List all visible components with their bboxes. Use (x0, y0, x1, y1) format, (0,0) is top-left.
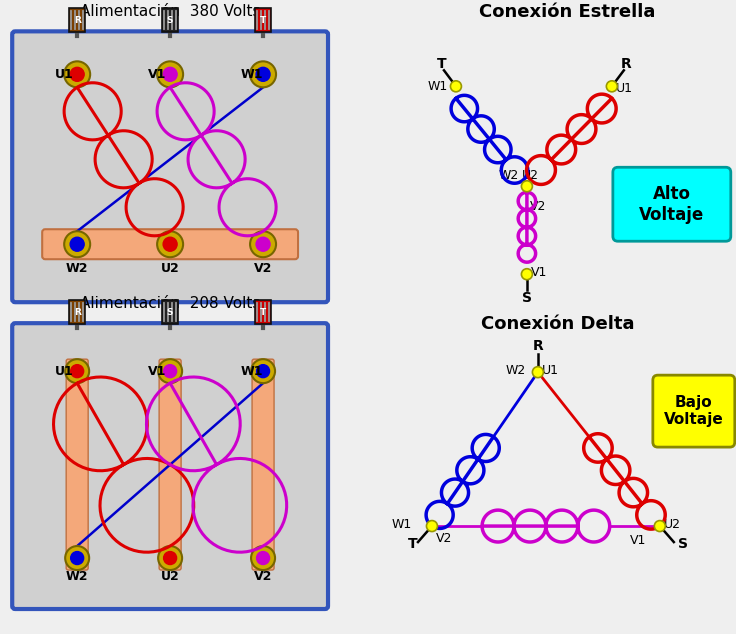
Circle shape (64, 231, 91, 257)
Circle shape (157, 231, 183, 257)
Circle shape (251, 359, 275, 383)
Circle shape (257, 552, 269, 564)
Circle shape (654, 521, 665, 531)
Text: U2: U2 (160, 570, 180, 583)
Text: Bajo
Voltaje: Bajo Voltaje (664, 395, 723, 427)
Text: Alimentación  208 Volts: Alimentación 208 Volts (80, 296, 261, 311)
Text: Conexión Estrella: Conexión Estrella (478, 3, 655, 22)
Circle shape (70, 237, 84, 251)
Text: U1: U1 (542, 364, 559, 377)
FancyBboxPatch shape (159, 359, 181, 570)
Text: Alimentación  380 Volts: Alimentación 380 Volts (80, 4, 261, 20)
Text: S: S (167, 16, 174, 25)
Text: T: T (437, 57, 447, 72)
Text: W2: W2 (499, 169, 519, 182)
Text: V1: V1 (531, 266, 548, 279)
Circle shape (606, 81, 618, 92)
Text: R: R (620, 57, 631, 72)
Text: T: T (260, 307, 266, 317)
FancyBboxPatch shape (653, 375, 735, 447)
Text: U2: U2 (160, 262, 180, 275)
Text: Alto
Voltaje: Alto Voltaje (639, 185, 704, 224)
Circle shape (71, 552, 84, 564)
Text: U1: U1 (55, 68, 74, 81)
Text: S: S (522, 291, 532, 305)
Text: V1: V1 (148, 365, 166, 378)
Text: W2: W2 (506, 364, 526, 377)
FancyBboxPatch shape (252, 359, 274, 570)
Text: V2: V2 (530, 200, 546, 213)
Text: R: R (74, 16, 81, 25)
Text: W1: W1 (241, 68, 263, 81)
Circle shape (521, 269, 532, 280)
Text: Conexión Delta: Conexión Delta (481, 315, 634, 333)
Text: W1: W1 (428, 80, 448, 93)
Bar (162, 8, 178, 32)
Text: U1: U1 (55, 365, 74, 378)
Circle shape (256, 67, 270, 81)
Circle shape (163, 67, 177, 81)
FancyBboxPatch shape (13, 323, 328, 609)
Text: V2: V2 (254, 262, 272, 275)
Circle shape (66, 546, 89, 570)
Circle shape (163, 552, 177, 564)
Circle shape (163, 237, 177, 251)
Bar (255, 8, 271, 32)
Text: U2: U2 (522, 169, 539, 182)
Circle shape (71, 365, 84, 378)
Circle shape (450, 81, 461, 92)
Circle shape (70, 67, 84, 81)
Text: W1: W1 (392, 517, 412, 531)
Bar (162, 300, 178, 324)
Text: U2: U2 (664, 517, 681, 531)
Circle shape (426, 521, 437, 531)
FancyBboxPatch shape (42, 230, 298, 259)
FancyBboxPatch shape (66, 359, 88, 570)
Circle shape (250, 231, 276, 257)
Text: W2: W2 (66, 262, 88, 275)
Circle shape (521, 181, 532, 191)
Text: V2: V2 (436, 532, 453, 545)
Circle shape (257, 365, 269, 378)
FancyBboxPatch shape (13, 31, 328, 302)
Text: W2: W2 (66, 570, 88, 583)
Text: U1: U1 (616, 82, 633, 95)
Circle shape (64, 61, 91, 87)
Text: V2: V2 (254, 570, 272, 583)
Text: V1: V1 (630, 534, 646, 547)
FancyBboxPatch shape (613, 167, 731, 241)
Circle shape (250, 61, 276, 87)
Text: V1: V1 (148, 68, 166, 81)
Circle shape (532, 366, 543, 378)
Bar (69, 300, 85, 324)
Circle shape (251, 546, 275, 570)
Circle shape (163, 365, 177, 378)
Bar (69, 8, 85, 32)
Circle shape (158, 546, 182, 570)
Circle shape (157, 61, 183, 87)
Text: S: S (678, 537, 688, 551)
Circle shape (66, 359, 89, 383)
Text: R: R (533, 339, 543, 353)
Circle shape (256, 237, 270, 251)
Circle shape (158, 359, 182, 383)
Text: T: T (260, 16, 266, 25)
Text: W1: W1 (241, 365, 263, 378)
Text: T: T (408, 537, 417, 551)
Bar (255, 300, 271, 324)
Text: R: R (74, 307, 81, 317)
Text: S: S (167, 307, 174, 317)
